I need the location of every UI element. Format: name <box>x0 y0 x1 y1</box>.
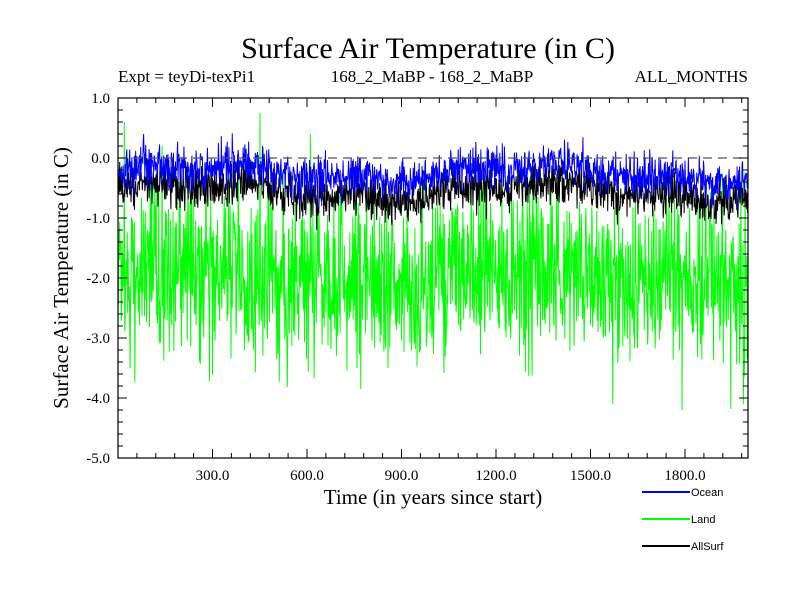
series-land-line <box>117 112 749 411</box>
y-tick-labels: 1.0 0.0 -1.0 -2.0 -3.0 -4.0 -5.0 <box>86 91 110 467</box>
experiment-label: Expt = teyDi-texPi1 <box>118 67 255 86</box>
y-tick-label: -4.0 <box>86 391 110 407</box>
chart-title: Surface Air Temperature (in C) <box>241 32 615 65</box>
x-tick-label: 1500.0 <box>570 468 611 484</box>
y-tick-label: -3.0 <box>86 331 110 347</box>
legend: Ocean Land AllSurf <box>642 487 724 553</box>
x-tick-label: 600.0 <box>290 468 324 484</box>
tick-marks <box>117 97 748 459</box>
y-tick-label: -2.0 <box>86 271 110 287</box>
legend-label-land: Land <box>691 514 715 526</box>
x-tick-label: 300.0 <box>196 468 230 484</box>
legend-label-ocean: Ocean <box>691 487 723 499</box>
legend-label-allsurf: AllSurf <box>691 541 724 553</box>
y-tick-label: 0.0 <box>91 151 110 167</box>
y-tick-label: -5.0 <box>86 451 110 467</box>
x-tick-label: 1800.0 <box>664 468 705 484</box>
months-label: ALL_MONTHS <box>635 67 748 86</box>
y-tick-label: -1.0 <box>86 211 110 227</box>
series-ocean-line <box>117 133 749 211</box>
series-layer <box>117 112 749 411</box>
y-tick-label: 1.0 <box>91 91 110 107</box>
x-tick-label: 900.0 <box>385 468 419 484</box>
y-axis-label: Surface Air Temperature (in C) <box>49 147 73 409</box>
x-tick-labels: 300.0 600.0 900.0 1200.0 1500.0 1800.0 <box>196 468 706 484</box>
x-axis-label: Time (in years since start) <box>324 485 543 509</box>
period-label: 168_2_MaBP - 168_2_MaBP <box>331 67 533 86</box>
x-tick-label: 1200.0 <box>475 468 516 484</box>
